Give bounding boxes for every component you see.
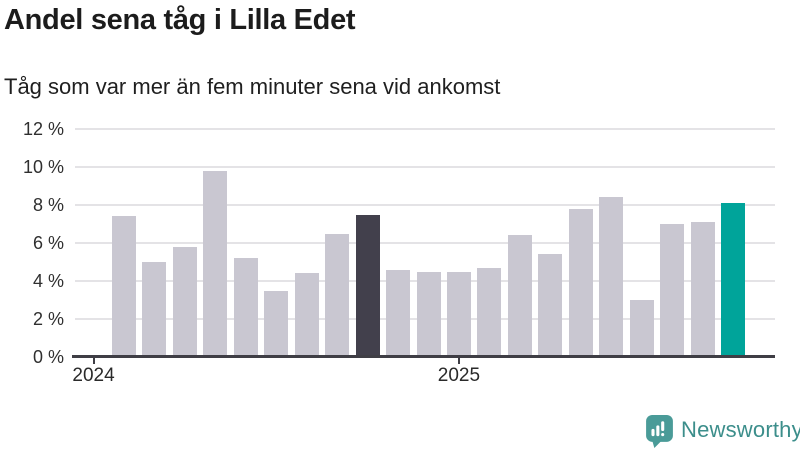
bar [112, 216, 136, 357]
bar [294, 273, 319, 357]
x-tick-label-2025: 2025 [437, 365, 481, 386]
bar [172, 246, 197, 357]
y-tick-label-8: 8 % [32, 195, 64, 215]
x-axis-line [72, 355, 775, 358]
bar-highlight-accent [721, 203, 745, 357]
gridline-10 [75, 166, 775, 168]
bar [507, 235, 532, 357]
chart-subtitle: Tåg som var mer än fem minuter sena vid … [4, 74, 501, 99]
bar [142, 262, 167, 357]
gridline-6 [75, 242, 775, 244]
chart-title: Andel sena tåg i Lilla Edet [4, 4, 356, 36]
y-tick-label-10: 10 % [22, 157, 64, 177]
y-tick-label-4: 4 % [32, 271, 64, 291]
bar [629, 300, 654, 357]
y-tick-label-6: 6 % [32, 233, 64, 253]
bar [538, 254, 563, 357]
bar [264, 290, 289, 357]
bar [386, 269, 411, 357]
bar [568, 208, 593, 357]
y-tick-label-2: 2 % [32, 309, 64, 329]
x-tick-label-2024: 2024 [72, 365, 115, 386]
bar [477, 267, 502, 357]
gridline-8 [75, 204, 775, 206]
bar [660, 224, 685, 357]
x-tick-mark-2024 [92, 357, 95, 364]
bar-highlight-dark [355, 214, 380, 357]
newsworthy-icon [646, 415, 673, 448]
bar [599, 197, 624, 357]
bar [233, 258, 258, 357]
bar [325, 233, 350, 357]
bar [446, 271, 471, 357]
newsworthy-wordmark: Newsworthy [681, 417, 800, 442]
bar [203, 170, 228, 357]
y-tick-label-0: 0 % [32, 347, 64, 367]
gridline-12 [75, 128, 775, 130]
bar [690, 222, 715, 357]
newsworthy-logo: Newsworthy [646, 415, 800, 448]
x-tick-mark-2025 [457, 357, 460, 364]
y-tick-label-12: 12 % [22, 119, 64, 139]
bar [416, 271, 441, 357]
